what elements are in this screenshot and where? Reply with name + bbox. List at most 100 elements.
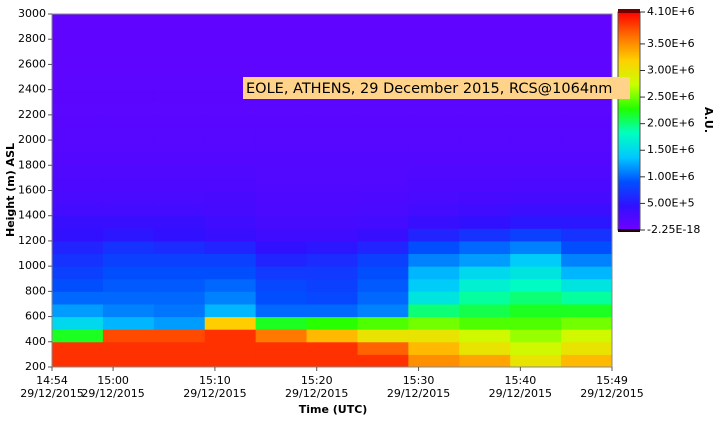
- cell: [357, 240, 409, 255]
- cell: [306, 140, 358, 154]
- cell: [561, 127, 613, 141]
- cell: [306, 240, 358, 255]
- cell: [510, 203, 562, 217]
- cell: [459, 64, 511, 78]
- cell: [510, 190, 562, 204]
- cell: [561, 51, 613, 65]
- cell: [306, 341, 358, 355]
- cell: [510, 316, 562, 330]
- cell: [102, 102, 155, 116]
- colorbar-tick-label: 1.00E+6: [647, 170, 695, 183]
- cell: [52, 278, 104, 292]
- cell: [153, 165, 206, 179]
- cell: [204, 39, 257, 53]
- cell: [102, 266, 155, 280]
- cell: [204, 266, 257, 280]
- cell: [52, 215, 104, 229]
- cell: [408, 26, 460, 40]
- cell: [204, 127, 257, 141]
- y-tick-label: 400: [25, 335, 46, 348]
- cell: [357, 266, 409, 280]
- colorbar-tick-label: -2.25E-18: [647, 223, 700, 236]
- cell: [357, 253, 409, 267]
- cell: [102, 291, 155, 305]
- cell: [408, 152, 460, 166]
- y-tick-label: 600: [25, 310, 46, 323]
- cell: [204, 165, 257, 179]
- cell: [459, 165, 511, 179]
- cell: [510, 329, 562, 343]
- cell: [408, 190, 460, 204]
- cell: [102, 14, 155, 28]
- cell: [306, 329, 358, 343]
- cell: [306, 114, 358, 128]
- cell: [357, 203, 409, 217]
- cell: [255, 127, 308, 141]
- cell: [306, 152, 358, 166]
- cell: [255, 266, 308, 280]
- cell: [408, 140, 460, 154]
- cell: [255, 291, 308, 305]
- cell: [561, 316, 613, 330]
- cell: [204, 64, 257, 78]
- cell: [561, 240, 613, 255]
- cell: [153, 228, 206, 242]
- cell: [204, 26, 257, 40]
- cell: [459, 102, 511, 116]
- x-tick-date: 29/12/2015: [285, 387, 348, 400]
- cell: [510, 354, 562, 368]
- cell: [459, 127, 511, 141]
- cell: [561, 14, 613, 28]
- colorbar-tick-label: 1.50E+6: [647, 143, 695, 156]
- y-tick-label: 2400: [18, 83, 46, 96]
- cell: [102, 278, 155, 292]
- y-tick-label: 2200: [18, 108, 46, 121]
- cell: [357, 215, 409, 229]
- cell: [459, 253, 511, 267]
- cell: [459, 341, 511, 355]
- cell: [153, 215, 206, 229]
- cell: [255, 354, 308, 368]
- cell: [357, 39, 409, 53]
- cell: [561, 215, 613, 229]
- cell: [357, 26, 409, 40]
- cell: [102, 316, 155, 330]
- cell: [306, 316, 358, 330]
- cell: [102, 114, 155, 128]
- x-tick-date: 29/12/2015: [81, 387, 144, 400]
- cell: [153, 329, 206, 343]
- cell: [153, 341, 206, 355]
- cell: [153, 102, 206, 116]
- cell: [357, 228, 409, 242]
- cell: [153, 14, 206, 28]
- cell: [561, 266, 613, 280]
- cell: [306, 215, 358, 229]
- cell: [459, 26, 511, 40]
- cell: [52, 240, 104, 255]
- cell: [153, 140, 206, 154]
- cell: [357, 190, 409, 204]
- cell: [357, 316, 409, 330]
- cell: [52, 152, 104, 166]
- x-axis-label: Time (UTC): [299, 403, 368, 416]
- cell: [255, 140, 308, 154]
- cell: [204, 114, 257, 128]
- colorbar-cap: [618, 229, 640, 232]
- cell: [561, 341, 613, 355]
- cell: [510, 14, 562, 28]
- cell: [408, 165, 460, 179]
- x-tick-label: 15:49: [596, 374, 628, 387]
- cell: [255, 64, 308, 78]
- cell: [357, 14, 409, 28]
- cell: [408, 14, 460, 28]
- cell: [52, 253, 104, 267]
- y-tick-label: 1200: [18, 234, 46, 247]
- cell: [52, 140, 104, 154]
- cell: [561, 329, 613, 343]
- cell: [510, 228, 562, 242]
- cell: [52, 77, 104, 91]
- cell: [255, 240, 308, 255]
- cell: [255, 303, 308, 318]
- cell: [357, 127, 409, 141]
